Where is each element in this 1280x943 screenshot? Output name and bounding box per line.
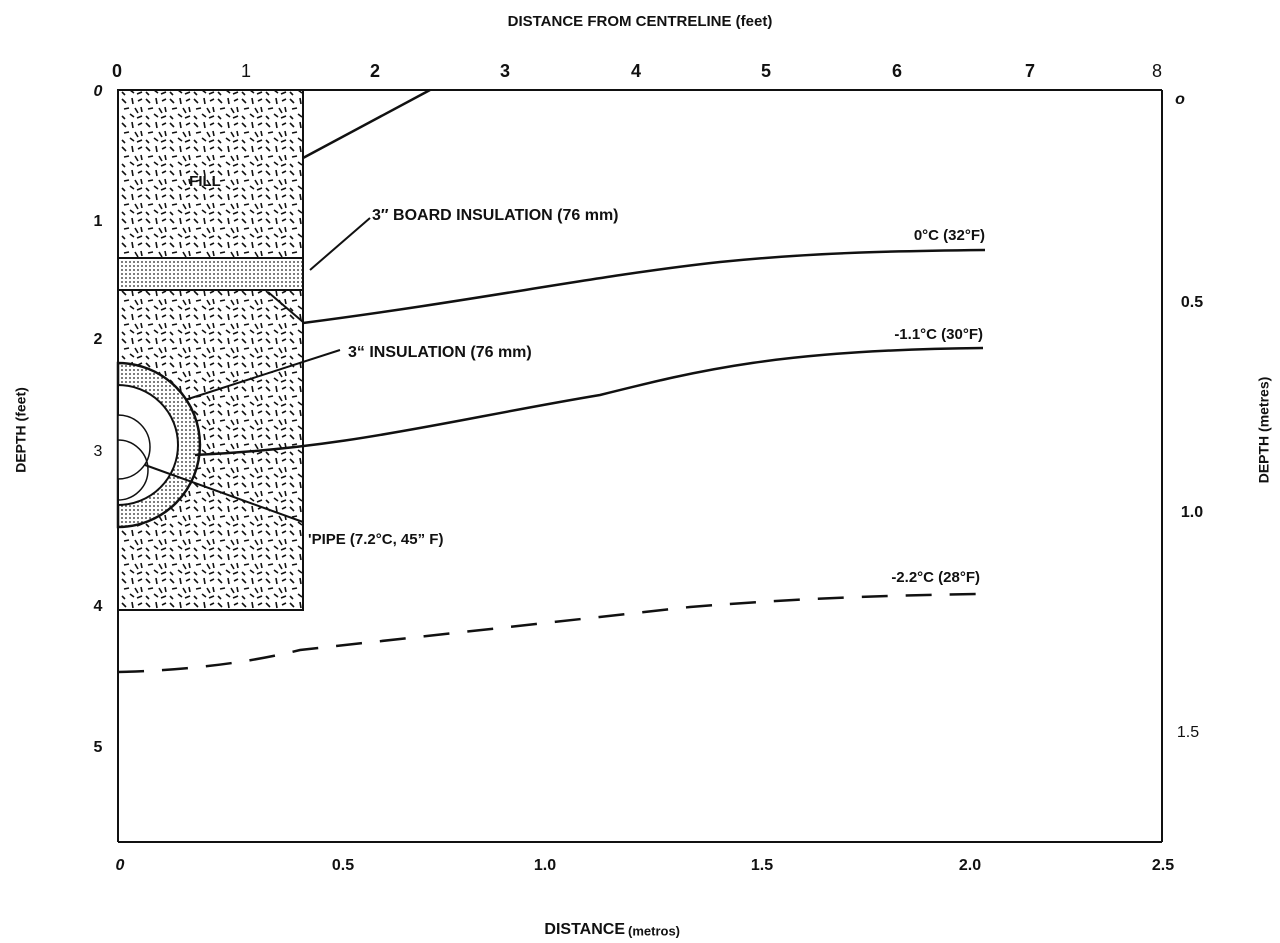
top-tick-label: 0	[112, 61, 122, 81]
right-tick-label: o	[1175, 91, 1185, 108]
bottom-tick-label: 0.5	[332, 857, 354, 874]
right-tick-label: 1.0	[1181, 504, 1203, 521]
right-tick-label: 0.5	[1181, 294, 1203, 311]
isotherm-label: -2.2°C (28°F)	[891, 569, 980, 586]
fill-zone	[116, 88, 431, 611]
right-tick-label: 1.5	[1177, 724, 1199, 741]
bottom-axis-title: DISTANCE	[544, 921, 625, 938]
bottom-tick-label: 2.5	[1152, 857, 1174, 874]
labels: DISTANCE FROM CENTRELINE (feet) 0 1 2 3 4 5 6 7 8…	[13, 13, 1272, 938]
left-tick-label: 3	[94, 443, 103, 460]
isotherms	[117, 248, 986, 674]
bottom-tick-label: 2.0	[959, 857, 981, 874]
leaders	[144, 217, 371, 523]
left-tick-label: 4	[94, 598, 103, 615]
top-tick-label: 7	[1025, 61, 1035, 81]
right-axis-title: DEPTH (metres)	[1256, 377, 1272, 484]
top-tick-label: 4	[631, 61, 641, 81]
board-insulation-label: 3″ BOARD INSULATION (76 mm)	[372, 207, 619, 224]
top-tick-label: 8	[1152, 61, 1162, 81]
left-tick-label: 1	[94, 213, 103, 230]
bottom-axis-unit: (metros)	[628, 923, 680, 938]
top-axis-title: DISTANCE FROM CENTRELINE (feet)	[508, 13, 773, 30]
left-tick-label: 0	[94, 83, 103, 100]
top-tick-label: 6	[892, 61, 902, 81]
bottom-tick-label: 1.5	[751, 857, 773, 874]
isotherm-label: -1.1°C (30°F)	[894, 326, 983, 343]
pipe-label: 'PIPE (7.2°C, 45” F)	[308, 531, 443, 548]
bottom-tick-label: 1.0	[534, 857, 556, 874]
top-tick-label: 1	[241, 61, 251, 81]
left-axis-title: DEPTH (feet)	[13, 387, 29, 473]
fill-label: FILL	[189, 173, 221, 190]
top-tick-label: 3	[500, 61, 510, 81]
left-tick-label: 2	[94, 331, 103, 348]
isotherm-label: 0°C (32°F)	[914, 227, 985, 244]
top-tick-label: 2	[370, 61, 380, 81]
bottom-tick-label: 0	[116, 857, 125, 874]
pipe-insulation-label: 3“ INSULATION (76 mm)	[348, 344, 532, 361]
left-tick-label: 5	[94, 739, 103, 756]
top-tick-label: 5	[761, 61, 771, 81]
